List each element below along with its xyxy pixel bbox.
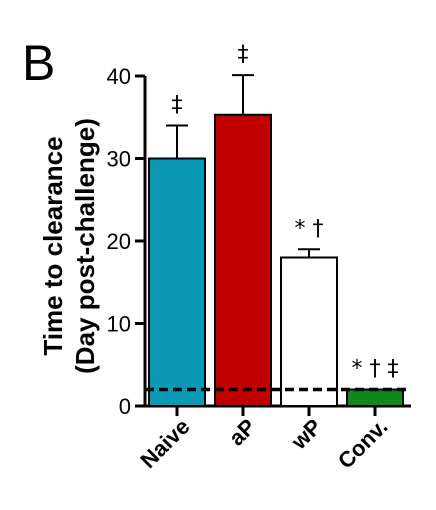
annotation-wp: * †: [295, 216, 324, 241]
y-tick-label-10: 10: [107, 312, 131, 337]
bar-naive: [148, 157, 206, 407]
y-tick-label-30: 30: [107, 147, 131, 172]
panel-label: B: [22, 35, 55, 91]
bar-ap: [214, 113, 272, 408]
x-tick-label-conv: Conv.: [333, 414, 393, 474]
y-tick-label-20: 20: [107, 229, 131, 254]
plot-area: 0 10 20 30 40 Naive ‡ aP ‡ wP * † Conv. * † ‡: [107, 42, 411, 474]
x-tick-label-naive: Naive: [135, 414, 194, 473]
y-axis-title-line1: Time to clearance: [38, 136, 68, 355]
annotation-naive: ‡: [172, 93, 183, 118]
y-tick-label-40: 40: [107, 64, 131, 89]
annotation-ap: ‡: [238, 42, 249, 67]
x-tick-label-ap: aP: [224, 414, 261, 451]
y-axis-title-line2: (Day post-challenge): [70, 118, 100, 374]
x-tick-label-wp: wP: [286, 414, 327, 455]
bar-wp: [280, 256, 338, 407]
y-tick-label-0: 0: [119, 394, 131, 419]
bar-conv: [346, 388, 404, 407]
annotation-conv: * † ‡: [352, 357, 399, 382]
